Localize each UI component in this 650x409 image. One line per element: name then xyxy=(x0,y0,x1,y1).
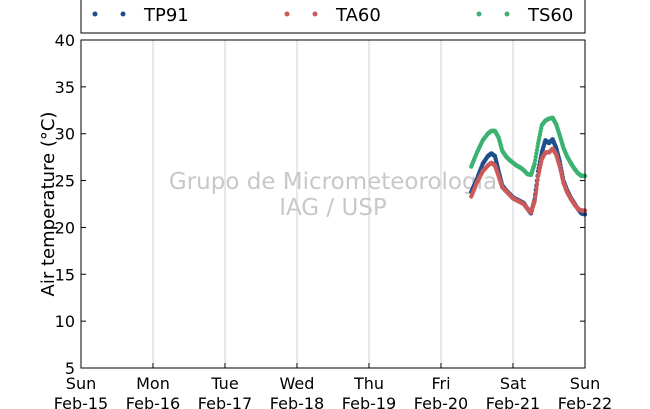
x-tick-label-date: Feb-19 xyxy=(342,394,396,409)
x-tick-label-date: Feb-20 xyxy=(414,394,468,409)
data-point xyxy=(533,158,538,163)
legend-marker xyxy=(312,11,318,17)
legend-marker xyxy=(504,11,510,17)
x-tick-label-day: Fri xyxy=(431,374,450,393)
x-tick-label-date: Feb-16 xyxy=(126,394,180,409)
series xyxy=(469,115,588,217)
y-tick-label: 20 xyxy=(55,218,75,237)
data-point xyxy=(534,182,540,187)
x-tick-label-date: Feb-15 xyxy=(54,394,108,409)
x-tick-label-day: Wed xyxy=(280,374,315,393)
data-point xyxy=(535,144,540,149)
y-tick-label: 10 xyxy=(55,312,75,331)
plot-area: Grupo de Micrometeorologia IAG / USP xyxy=(80,39,588,369)
data-point xyxy=(534,151,539,156)
x-tick-label-day: Sun xyxy=(570,374,600,393)
y-tick-label: 5 xyxy=(65,359,75,378)
data-point xyxy=(533,190,538,195)
x-tick-label-date: Feb-17 xyxy=(198,394,252,409)
data-point xyxy=(533,154,538,160)
data-point xyxy=(532,198,537,204)
y-tick-label: 15 xyxy=(55,265,75,284)
plot-frame xyxy=(81,40,585,368)
legend-marker xyxy=(92,11,98,17)
plot-border xyxy=(80,39,586,369)
x-tick-label-date: Feb-21 xyxy=(486,394,540,409)
legend-marker xyxy=(476,11,482,17)
x-axis: SunFeb-15MonFeb-16TueFeb-17WedFeb-18ThuF… xyxy=(54,363,612,409)
y-tick-label: 25 xyxy=(55,172,75,191)
data-point xyxy=(534,186,539,191)
y-tick-label: 40 xyxy=(55,31,75,50)
data-point xyxy=(534,147,540,153)
legend-marker xyxy=(284,11,290,17)
data-point xyxy=(535,177,540,183)
legend: TP91 TA60 TS60 xyxy=(80,0,586,34)
x-tick-label-day: Sat xyxy=(500,374,526,393)
y-tick-label: 35 xyxy=(55,78,75,97)
x-tick-label-date: Feb-22 xyxy=(558,394,612,409)
x-tick-label-day: Mon xyxy=(136,374,170,393)
x-tick-label-day: Tue xyxy=(210,374,238,393)
watermark: Grupo de Micrometeorologia IAG / USP xyxy=(169,169,497,221)
legend-label-ts60: TS60 xyxy=(527,5,573,26)
data-point xyxy=(532,161,537,166)
legend-label-tp91: TP91 xyxy=(143,5,189,26)
watermark-line-2: IAG / USP xyxy=(279,195,387,221)
y-axis-label: Air temperature (°C) xyxy=(38,112,59,297)
series-ts60 xyxy=(469,115,588,179)
grid xyxy=(152,40,514,368)
y-tick-label: 30 xyxy=(55,125,75,144)
watermark-line-1: Grupo de Micrometeorologia xyxy=(169,169,497,195)
x-tick-label-day: Sun xyxy=(66,374,96,393)
legend-label-ta60: TA60 xyxy=(335,5,381,26)
y-axis: 5 10 15 20 25 30 35 40 xyxy=(55,31,585,378)
x-tick-label-date: Feb-18 xyxy=(270,394,324,409)
legend-marker xyxy=(120,11,126,17)
data-point xyxy=(533,194,538,200)
x-tick-label-day: Thu xyxy=(353,374,384,393)
series-ta60 xyxy=(469,146,588,215)
